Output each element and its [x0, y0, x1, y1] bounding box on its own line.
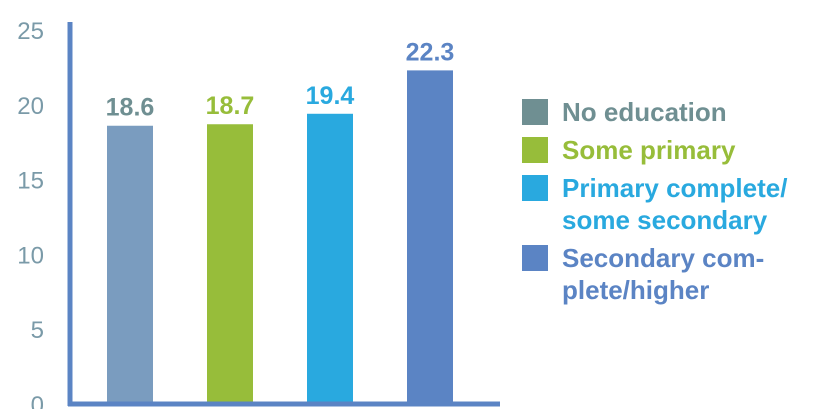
legend-swatch — [522, 175, 548, 201]
bar — [407, 70, 453, 404]
bar — [207, 124, 253, 405]
legend-swatch — [522, 137, 548, 163]
legend-swatch — [522, 245, 548, 271]
legend: No education Some primary Primary comple… — [522, 96, 822, 312]
y-axis-ticks: 0 5 10 15 20 25 — [17, 18, 44, 409]
bar — [107, 125, 153, 404]
y-tick-label: 5 — [31, 317, 44, 344]
legend-label: No education — [562, 97, 727, 127]
y-tick-label: 20 — [17, 93, 44, 120]
legend-item: Some primary — [522, 134, 822, 166]
y-tick-label: 10 — [17, 242, 44, 269]
legend-label: Some primary — [562, 135, 736, 165]
y-tick-label: 25 — [17, 18, 44, 45]
legend-swatch — [522, 99, 548, 125]
legend-item: Primary complete/ some secondary — [522, 172, 822, 236]
y-tick-label: 15 — [17, 168, 44, 195]
data-label: 18.6 — [106, 94, 155, 122]
bars — [107, 70, 453, 405]
data-label: 18.7 — [206, 92, 255, 120]
data-label: 22.3 — [406, 38, 455, 66]
bar — [307, 113, 353, 404]
data-label: 19.4 — [306, 82, 355, 110]
data-labels: 18.6 18.7 19.4 22.3 — [106, 38, 455, 121]
legend-item: Secondary com- plete/higher — [522, 242, 822, 306]
legend-label: Primary complete/ some secondary — [562, 173, 788, 235]
y-tick-label: 0 — [31, 392, 44, 409]
legend-item: No education — [522, 96, 822, 128]
legend-label: Secondary com- plete/higher — [562, 243, 765, 305]
